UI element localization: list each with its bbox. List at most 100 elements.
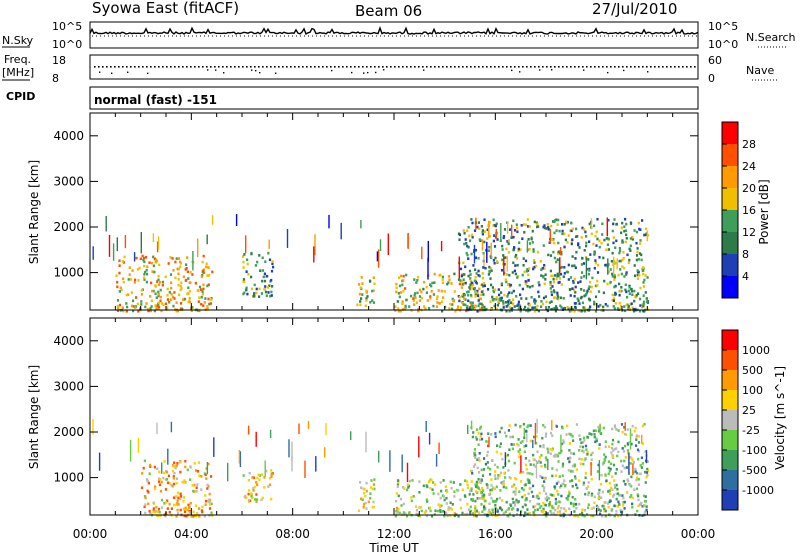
nsearch-dot [520,35,521,37]
echo-cell [469,489,472,493]
echo-cell [140,293,144,296]
echo-cell [437,492,440,496]
echo-cell [634,295,637,298]
freq-point [350,66,352,68]
echo-cell [553,487,557,490]
echo-cell [458,295,461,299]
echo-cell [558,280,561,284]
freq-point [406,66,408,68]
echo-cell [620,470,623,473]
echo-cell [597,505,600,509]
echo-cell [501,482,504,485]
echo-cell [470,293,473,297]
cpid-text: normal (fast) -151 [94,93,217,107]
echo-cell [398,295,401,299]
echo-cell [612,299,615,302]
nsearch-dot [408,35,409,37]
echo-cell [272,265,275,269]
echo-cell [476,292,479,296]
echo-cell [147,491,150,494]
freq-point [190,66,192,68]
echo-cell [614,425,617,429]
echo-cell [499,442,502,445]
echo-cell [476,497,479,500]
echo-cell [533,261,536,264]
echo-cell [121,260,124,263]
nsearch-dot [440,35,441,37]
echo-cell [529,439,532,443]
echo-cell [500,299,503,302]
echo-cell [411,479,414,482]
echo-cell [621,447,624,450]
echo-streak [206,234,208,245]
freq-point [422,66,424,68]
nsearch-dot [232,35,233,37]
echo-cell [136,302,140,306]
echo-cell [645,300,649,303]
freq-point [230,66,232,68]
echo-cell [432,492,435,495]
echo-streak [116,237,118,252]
echo-cell [143,264,146,268]
echo-cell [604,514,608,518]
echo-cell [531,241,534,244]
echo-cell [629,484,632,487]
echo-cell [152,264,155,268]
echo-cell [169,256,172,259]
echo-cell [248,471,251,475]
echo-cell [619,289,622,293]
echo-cell [620,307,623,311]
echo-cell [490,308,493,311]
echo-cell [613,307,616,310]
echo-cell [582,450,585,454]
freq-point [342,66,344,68]
echo-cell [477,443,480,446]
echo-cell [260,498,263,502]
echo-cell [575,503,578,506]
echo-cell [535,435,538,438]
echo-cell [557,460,560,463]
echo-cell [423,280,426,284]
echo-cell [560,305,563,309]
nsearch-dot [668,35,669,37]
echo-cell [556,297,559,300]
echo-streak [458,256,460,279]
echo-cell [267,291,270,294]
echo-cell [153,309,156,313]
echo-cell [207,297,210,301]
echo-cell [593,251,596,255]
echo-cell [466,502,469,506]
echo-cell [543,463,547,467]
echo-cell [561,229,564,233]
echo-cell [152,501,155,505]
nsearch-dot [276,35,277,37]
echo-cell [607,248,610,251]
nsearch-dot [152,35,153,37]
echo-cell [485,307,488,311]
echo-cell [157,480,161,483]
echo-cell [365,291,368,294]
echo-cell [512,507,515,510]
echo-cell [172,269,175,272]
echo-cell [478,238,481,241]
echo-cell [608,500,611,504]
echo-cell [565,496,568,500]
echo-cell [608,482,611,485]
echo-cell [157,274,160,278]
echo-cell [618,503,621,506]
echo-cell [562,439,565,442]
echo-cell [183,508,186,511]
echo-cell [508,285,511,288]
freq-point [166,66,168,68]
echo-cell [557,252,560,255]
echo-cell [481,272,484,275]
echo-cell [464,281,467,285]
echo-streak [481,239,484,251]
echo-cell [563,479,566,482]
nave-point [207,69,209,71]
freq-point [594,66,596,68]
nsearch-dot [444,35,445,37]
echo-cell [552,506,555,510]
echo-cell [549,448,552,451]
echo-cell [505,434,508,438]
